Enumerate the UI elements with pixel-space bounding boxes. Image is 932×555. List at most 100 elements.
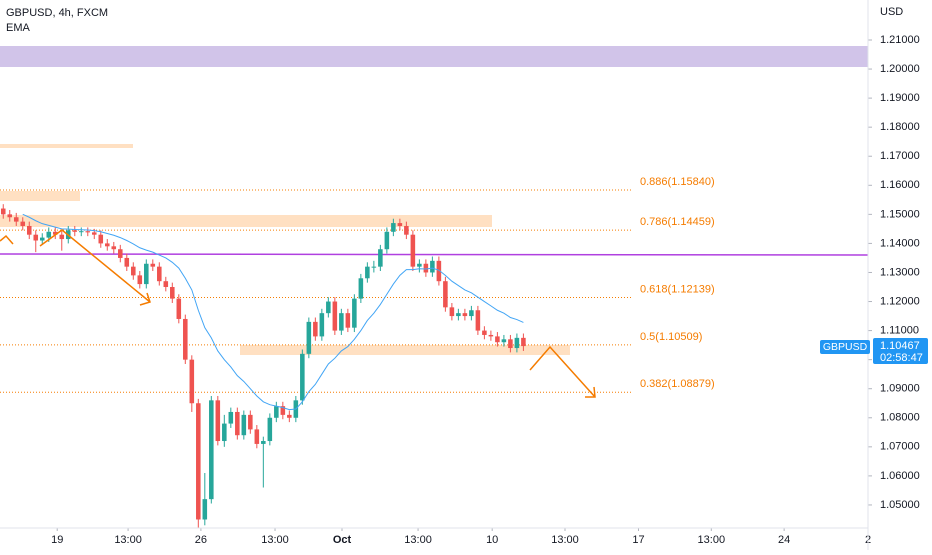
candle-body	[391, 223, 396, 232]
x-tick-label: 26	[195, 534, 207, 546]
candle-body	[267, 417, 273, 442]
candle-body	[462, 313, 468, 317]
y-tick-label: 1.15000	[880, 208, 920, 220]
candle-body	[59, 234, 65, 240]
candle-body	[371, 266, 377, 268]
candle-body	[306, 321, 312, 354]
y-tick-label: 1.07000	[880, 441, 920, 453]
x-tick-label: 13:00	[698, 534, 726, 546]
candle-body	[521, 337, 526, 347]
chart-title: GBPUSD, 4h, FXCM	[6, 7, 108, 19]
candle-body	[339, 313, 344, 331]
fib-levels: 0.886(1.15840) 0.786(1.14459) 0.618(1.1213…	[0, 176, 715, 393]
candle-body	[131, 266, 136, 276]
arrow-drawing	[39, 229, 151, 303]
candle-body	[118, 249, 123, 258]
candle-body	[176, 298, 182, 319]
candle-body	[508, 339, 513, 349]
candle-body	[235, 411, 240, 436]
candle-body	[443, 281, 448, 308]
candle-body	[423, 263, 429, 273]
candle-body	[332, 301, 338, 331]
x-tick-label: 17	[632, 534, 644, 546]
fib-label: 0.5(1.10509)	[640, 331, 702, 343]
y-tick-label: 1.09000	[880, 383, 920, 395]
x-tick-label: 13:00	[404, 534, 432, 546]
y-tick-label: 1.06000	[880, 470, 920, 482]
candle-body	[228, 411, 234, 424]
zone	[0, 215, 492, 227]
currency-label: USD	[880, 6, 903, 18]
y-tick-label: 1.08000	[880, 412, 920, 424]
candle-body	[137, 275, 143, 285]
y-tick-label: 1.14000	[880, 237, 920, 249]
candle-body	[384, 231, 390, 250]
candle-body	[300, 353, 305, 401]
candle-body	[430, 260, 435, 273]
candle-body	[46, 231, 52, 238]
candle-body	[274, 406, 279, 418]
arrow-head	[139, 292, 151, 306]
candle-body	[222, 423, 227, 442]
y-tick-label: 1.19000	[880, 92, 920, 104]
candle-body	[410, 234, 416, 267]
candle-body	[150, 263, 156, 267]
candle-body	[319, 313, 325, 337]
candle-body	[261, 441, 266, 444]
candle-body	[170, 287, 175, 299]
horizontal-line	[0, 253, 869, 256]
x-tick-label: Oct	[333, 534, 352, 546]
x-tick-label: 13:00	[261, 534, 289, 546]
candle-body	[85, 231, 91, 233]
candle-body	[157, 266, 162, 282]
candle-body	[378, 249, 383, 267]
candle-body	[241, 414, 247, 436]
zone	[0, 144, 133, 148]
x-tick-label: 10	[486, 534, 498, 546]
candle-body	[352, 298, 357, 328]
candle-body	[202, 499, 208, 520]
x-tick-label: 13:00	[114, 534, 142, 546]
candle-body	[326, 301, 331, 314]
countdown: 02:58:47	[880, 352, 923, 364]
last-price: 1.10467	[880, 340, 920, 352]
y-tick-label: 1.05000	[880, 499, 920, 511]
candle-body	[365, 266, 370, 279]
candle-body	[436, 260, 442, 282]
y-tick-label: 1.13000	[880, 266, 920, 278]
candle-body	[287, 414, 292, 418]
candles	[0, 204, 526, 529]
zone	[0, 191, 80, 201]
candle-body	[163, 281, 169, 288]
fib-label: 0.618(1.12139)	[640, 283, 715, 295]
candle-body	[13, 217, 19, 222]
candle-body	[111, 246, 117, 250]
candle-body	[78, 231, 84, 233]
candle-body	[105, 243, 110, 247]
candle-body	[183, 318, 188, 360]
y-tick-label: 1.18000	[880, 121, 920, 133]
candle-body	[196, 403, 201, 520]
candle-body	[20, 221, 26, 226]
candle-body	[52, 231, 58, 235]
candle-body	[397, 223, 403, 226]
candle-body	[98, 234, 104, 244]
candle-body	[475, 310, 481, 331]
candle-body	[469, 310, 474, 317]
candle-body	[482, 330, 487, 335]
candle-body	[449, 307, 455, 317]
candle-body	[358, 278, 364, 299]
price-tag-symbol: GBPUSD	[823, 341, 868, 353]
candle-body	[7, 214, 13, 218]
candle-body	[39, 237, 45, 241]
price-tag-bg	[873, 338, 928, 364]
indicator-label: EMA	[6, 22, 31, 34]
candle-body	[501, 339, 507, 343]
candle-body	[254, 429, 260, 444]
candle-body	[0, 208, 6, 215]
candle-body	[144, 263, 149, 285]
candle-body	[215, 400, 221, 442]
candle-body	[313, 321, 318, 337]
candle-body	[514, 337, 520, 349]
